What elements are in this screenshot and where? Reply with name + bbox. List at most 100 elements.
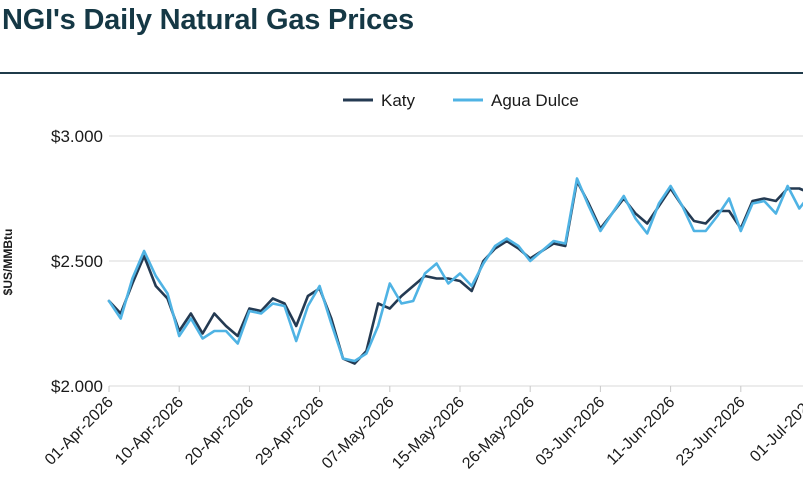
data-point	[471, 285, 473, 287]
data-point	[248, 310, 250, 312]
data-point	[400, 295, 402, 297]
y-tick-label: $2.500	[51, 252, 103, 271]
data-point	[412, 285, 414, 287]
data-point	[283, 305, 285, 307]
data-point	[646, 222, 648, 224]
data-point	[681, 205, 683, 207]
page-title: NGI's Daily Natural Gas Prices	[2, 4, 414, 36]
data-point	[693, 230, 695, 232]
data-point	[213, 330, 215, 332]
data-point	[225, 330, 227, 332]
data-point	[716, 215, 718, 217]
data-point	[295, 340, 297, 342]
data-point	[576, 177, 578, 179]
data-point	[295, 325, 297, 327]
data-point	[623, 195, 625, 197]
data-point	[716, 210, 718, 212]
gridlines	[109, 135, 803, 387]
data-point	[354, 360, 356, 362]
data-point	[552, 240, 554, 242]
data-point	[389, 282, 391, 284]
data-point	[447, 277, 449, 279]
data-point	[201, 337, 203, 339]
x-tick-label: 20-Apr-2026	[182, 394, 257, 469]
data-point	[389, 307, 391, 309]
y-tick-label: $2.000	[51, 377, 103, 396]
data-point	[435, 262, 437, 264]
data-point	[318, 285, 320, 287]
data-point	[751, 200, 753, 202]
data-point	[751, 202, 753, 204]
x-tick-label: 01-Apr-2026	[42, 394, 117, 469]
series-line-agua-dulce	[107, 177, 803, 363]
x-tick-label: 10-Apr-2026	[112, 394, 187, 469]
data-point	[517, 245, 519, 247]
data-point	[494, 245, 496, 247]
data-point	[705, 230, 707, 232]
data-point	[330, 322, 332, 324]
data-point	[775, 200, 777, 202]
data-point	[775, 212, 777, 214]
data-point	[506, 237, 508, 239]
data-point	[634, 217, 636, 219]
data-point	[459, 272, 461, 274]
data-point	[669, 185, 671, 187]
y-axis-label: $US/MMBtu	[1, 229, 15, 296]
data-point	[564, 242, 566, 244]
data-point	[166, 292, 168, 294]
data-point	[237, 342, 239, 344]
data-point	[541, 250, 543, 252]
data-point	[611, 212, 613, 214]
data-point	[798, 207, 800, 209]
data-point	[248, 307, 250, 309]
data-point	[213, 312, 215, 314]
series-points	[108, 177, 803, 362]
x-tick-label: 29-Apr-2026	[253, 394, 328, 469]
data-point	[728, 210, 730, 212]
data-point	[693, 220, 695, 222]
data-point	[447, 282, 449, 284]
data-point	[108, 300, 110, 302]
x-tick-label: 23-Jun-2026	[673, 394, 749, 470]
data-point	[529, 260, 531, 262]
data-point	[190, 312, 192, 314]
data-point	[307, 305, 309, 307]
data-point	[588, 205, 590, 207]
x-tick-label: 07-May-2026	[319, 394, 398, 473]
series-line-katy	[107, 179, 803, 365]
data-point	[272, 302, 274, 304]
data-point	[190, 317, 192, 319]
data-point	[365, 352, 367, 354]
x-tick-label: 15-May-2026	[389, 394, 468, 473]
data-point	[307, 295, 309, 297]
data-point	[155, 285, 157, 287]
x-tick-label: 26-May-2026	[459, 394, 538, 473]
data-point	[599, 230, 601, 232]
data-point	[377, 325, 379, 327]
data-point	[225, 325, 227, 327]
data-point	[120, 317, 122, 319]
series-lines	[107, 177, 803, 365]
legend-label: Katy	[381, 91, 416, 110]
data-point	[471, 290, 473, 292]
data-point	[424, 272, 426, 274]
data-point	[143, 250, 145, 252]
data-point	[763, 200, 765, 202]
y-tick-label: $3.000	[51, 127, 103, 146]
data-point	[354, 362, 356, 364]
data-point	[705, 222, 707, 224]
data-point	[786, 185, 788, 187]
data-point	[201, 332, 203, 334]
x-tick-label: 01-Jul-2026	[747, 394, 803, 466]
title-divider	[0, 72, 803, 74]
legend-label: Agua Dulce	[491, 91, 579, 110]
data-point	[178, 335, 180, 337]
data-point	[272, 297, 274, 299]
data-point	[763, 197, 765, 199]
data-point	[740, 230, 742, 232]
data-point	[435, 277, 437, 279]
data-point	[646, 232, 648, 234]
data-point	[377, 302, 379, 304]
data-point	[283, 302, 285, 304]
